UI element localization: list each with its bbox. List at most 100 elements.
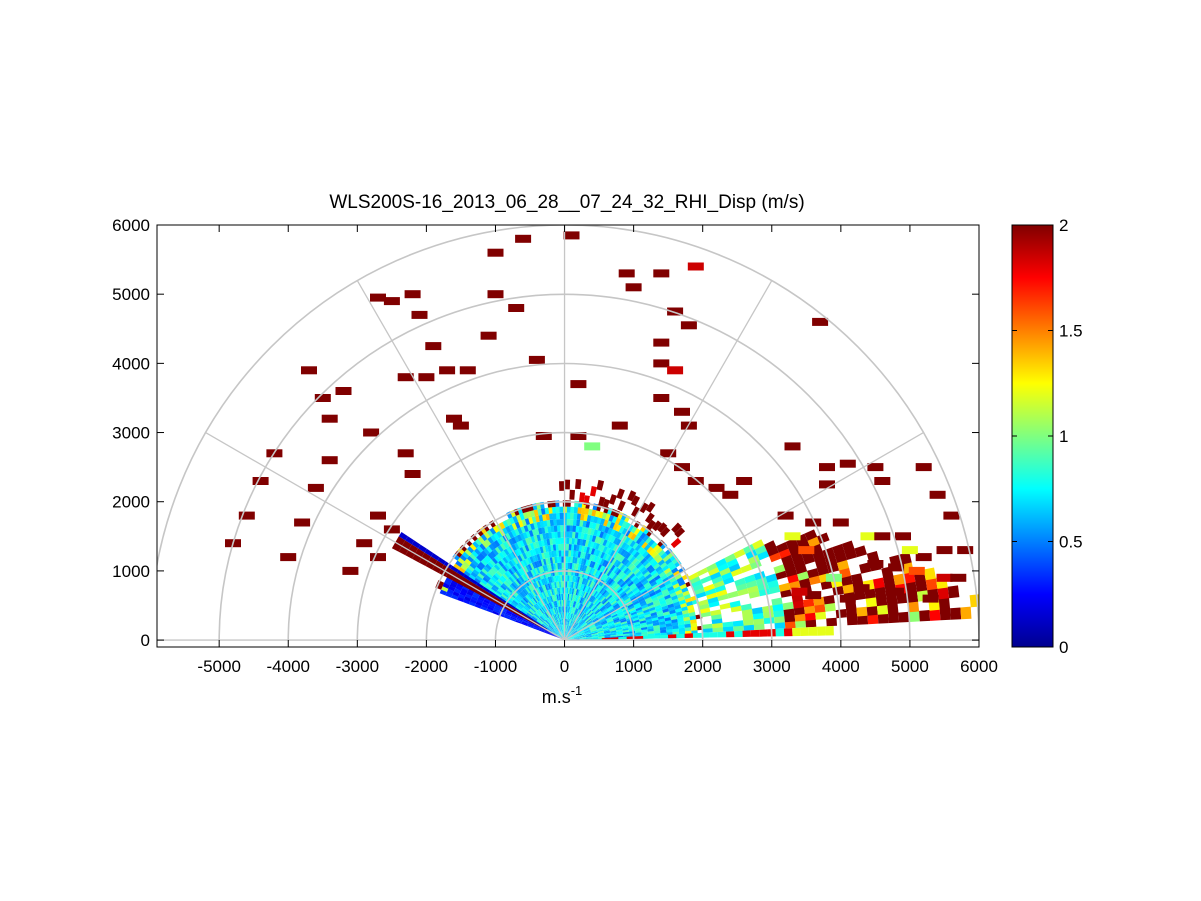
- data-cell: [622, 628, 629, 631]
- data-cell: [444, 579, 452, 586]
- data-cell: [571, 614, 575, 621]
- data-cell: [607, 619, 614, 623]
- data-cell: [565, 606, 567, 613]
- data-cell: [565, 631, 568, 638]
- data-cell: [552, 630, 558, 635]
- data-cell: [645, 599, 653, 605]
- data-cell: [592, 617, 599, 622]
- data-cell: [875, 595, 888, 607]
- data-cell: [591, 634, 599, 637]
- data-cell: [580, 558, 585, 565]
- data-cell: [589, 515, 595, 523]
- data-cell: [562, 600, 565, 607]
- data-cell: [628, 572, 636, 580]
- data-cell: [505, 612, 512, 617]
- data-cell: [523, 566, 529, 573]
- data-cell: [588, 602, 593, 609]
- data-cell: [907, 601, 920, 613]
- data-cell: [542, 623, 548, 628]
- data-cell: [523, 606, 529, 612]
- data-cell: [549, 589, 553, 596]
- data-cell: [712, 627, 724, 633]
- data-cell: [511, 601, 518, 607]
- data-cell: [542, 546, 547, 553]
- data-cell: [682, 613, 690, 618]
- data-cell: [620, 592, 627, 598]
- data-cell: [630, 549, 638, 557]
- data-cell: [683, 619, 691, 625]
- data-cell: [569, 619, 572, 626]
- data-cell: [616, 597, 624, 604]
- data-cell: [562, 581, 564, 588]
- data-cell: [521, 622, 528, 626]
- data-cell: [690, 579, 702, 588]
- data-cell: [418, 373, 435, 382]
- colorbar-tick-label: 1.5: [1059, 322, 1083, 341]
- data-cell: [609, 626, 616, 629]
- data-cell: [589, 595, 595, 602]
- data-cell: [593, 590, 598, 597]
- data-cell: [595, 577, 600, 584]
- data-cell: [658, 582, 666, 589]
- data-cell: [572, 601, 576, 608]
- data-cell: [552, 601, 555, 608]
- data-cell: [590, 605, 596, 611]
- data-cell: [628, 547, 635, 555]
- data-cell: [528, 570, 534, 578]
- data-cell: [513, 564, 520, 571]
- data-cell: [489, 590, 497, 597]
- data-cell: [524, 605, 530, 611]
- data-cell: [558, 633, 563, 638]
- data-cell: [632, 617, 640, 622]
- data-cell: [569, 619, 572, 626]
- data-cell: [578, 630, 584, 634]
- data-cell: [506, 547, 512, 554]
- data-cell: [819, 463, 835, 472]
- data-cell: [480, 550, 488, 558]
- data-cell: [606, 594, 613, 601]
- data-cell: [527, 624, 534, 629]
- data-cell: [551, 623, 556, 629]
- data-cell: [501, 583, 508, 589]
- data-cell: [562, 631, 565, 638]
- data-cell: [578, 545, 583, 552]
- data-cell: [765, 573, 778, 583]
- data-cell: [660, 602, 668, 608]
- data-cell: [601, 622, 608, 627]
- data-cell: [555, 588, 558, 595]
- data-cell: [595, 610, 602, 616]
- data-cell: [576, 617, 581, 623]
- data-cell: [521, 582, 527, 589]
- data-cell: [474, 538, 482, 546]
- data-cell: [552, 575, 556, 583]
- data-cell: [857, 615, 869, 625]
- data-cell: [485, 555, 492, 562]
- data-cell: [657, 568, 664, 575]
- data-cell: [529, 542, 535, 550]
- data-cell: [620, 621, 628, 625]
- data-cell: [839, 594, 856, 603]
- data-cell: [576, 609, 580, 616]
- data-layer: [225, 231, 979, 640]
- data-cell: [624, 577, 631, 584]
- data-cell: [629, 564, 636, 572]
- data-cell: [521, 598, 528, 605]
- data-cell: [566, 531, 570, 538]
- x-tick-label: 3000: [753, 657, 791, 676]
- data-cell: [514, 579, 520, 587]
- data-cell: [585, 586, 590, 593]
- data-cell: [641, 604, 648, 609]
- data-cell: [545, 577, 550, 584]
- data-cell: [545, 513, 550, 521]
- data-cell: [655, 591, 663, 597]
- data-cell: [536, 567, 541, 574]
- data-cell: [637, 613, 645, 618]
- data-cell: [568, 612, 571, 620]
- data-cell: [492, 548, 499, 556]
- data-cell: [578, 583, 582, 590]
- data-cell: [558, 593, 561, 601]
- data-cell: [692, 632, 702, 638]
- data-cell: [727, 590, 739, 599]
- data-cell: [530, 591, 535, 598]
- data-cell: [568, 626, 572, 632]
